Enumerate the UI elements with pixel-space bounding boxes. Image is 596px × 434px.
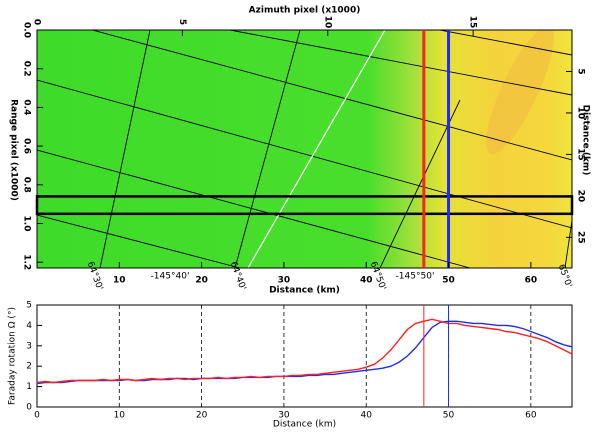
x-axis-title: Distance (km) — [269, 286, 340, 296]
x2-axis-title: Azimuth pixel (x1000) — [249, 6, 361, 16]
graticule — [37, 30, 572, 268]
y2-tick-label: 15 — [576, 148, 586, 161]
x-tick-label: 0 — [34, 411, 40, 421]
x-tick-label: 20 — [196, 411, 208, 421]
y-tick-label: 0.8 — [22, 177, 32, 193]
y-tick-label: 0.0 — [22, 22, 32, 38]
y-tick-label: 2 — [26, 362, 32, 372]
x-tick-label: 50 — [442, 276, 455, 286]
x-tick-label: 40 — [361, 411, 373, 421]
x-tick-label: 40 — [360, 276, 373, 286]
series-line — [36, 318, 573, 384]
x2-tick-label: 5 — [177, 19, 187, 25]
image-panel — [37, 30, 572, 268]
x-tick-label: 50 — [443, 411, 455, 421]
x2-tick-label: 15 — [468, 16, 478, 29]
y-tick-label: 4 — [26, 321, 32, 331]
y-tick-label: 0.2 — [22, 61, 32, 77]
y-tick-label: 5 — [26, 301, 32, 311]
x2-tick-label: 0 — [32, 19, 42, 25]
x-tick-label: 30 — [278, 276, 291, 286]
y-tick-label: 0.4 — [22, 99, 32, 115]
y-tick-label: 1.0 — [22, 216, 32, 232]
y-tick-label: 3 — [26, 341, 32, 351]
y2-tick-label: 20 — [576, 190, 586, 203]
y-tick-label: 1.2 — [22, 254, 32, 270]
x2-tick-label: 10 — [322, 16, 332, 29]
graticule-label: -145°50' — [396, 272, 435, 282]
y2-tick-label: 5 — [576, 68, 586, 74]
x-tick-label: 10 — [114, 411, 126, 421]
y-axis-title: Range pixel (x1000) — [9, 99, 19, 201]
y2-tick-label: 10 — [576, 107, 586, 120]
x-axis-title: Distance (km) — [273, 420, 336, 430]
y2-tick-label: 25 — [576, 231, 586, 244]
x-tick-label: 30 — [278, 411, 290, 421]
x-tick-label: 60 — [525, 411, 537, 421]
y2-axis-title: Distance (km) — [581, 105, 591, 176]
series-line — [36, 320, 573, 385]
x-tick-label: 20 — [195, 276, 208, 286]
y-axis-title: Faraday rotation Ω (°) — [8, 307, 18, 405]
x-tick-label: 60 — [525, 276, 538, 286]
selection-box — [35, 195, 574, 216]
y-tick-label: 1 — [26, 382, 32, 392]
graticule-label: -145°40' — [151, 272, 190, 282]
y-tick-label: 0 — [26, 403, 32, 413]
x-tick-label: 10 — [113, 276, 126, 286]
y-tick-label: 0.6 — [22, 138, 32, 154]
